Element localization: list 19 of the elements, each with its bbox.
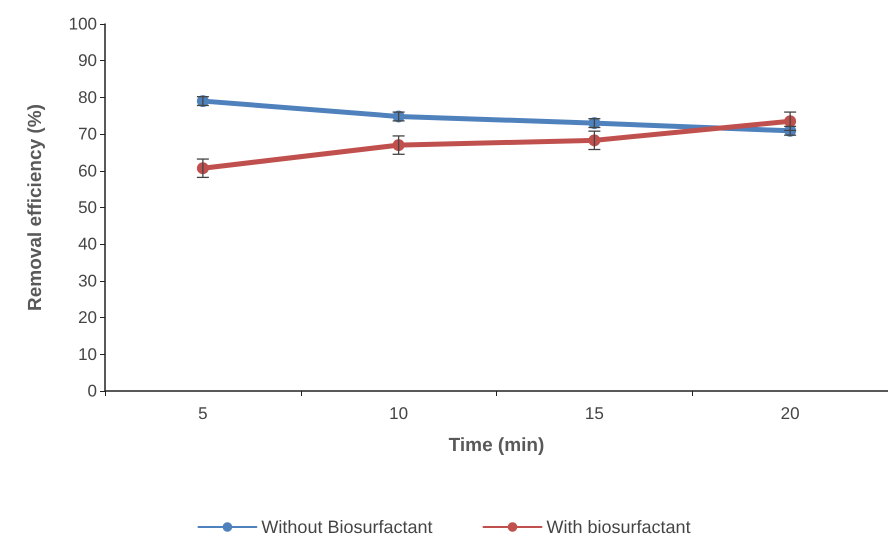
y-tick-label: 80 (78, 88, 97, 107)
y-tick-label: 100 (68, 14, 97, 34)
x-tick-label: 20 (780, 404, 800, 423)
x-tick-label: 5 (198, 404, 208, 423)
y-tick-label: 20 (78, 308, 97, 328)
legend-label: With biosurfactant (546, 517, 691, 537)
y-axis-title: Removal efficiency (%) (25, 104, 46, 311)
y-tick-label: 10 (78, 344, 97, 364)
x-tick-label: 15 (584, 404, 604, 423)
y-tick-label: 90 (78, 51, 97, 70)
x-tick-label: 10 (389, 404, 408, 423)
y-tick-label: 60 (78, 161, 97, 180)
legend-label: Without Biosurfactant (261, 517, 433, 537)
y-tick-label: 0 (88, 382, 97, 400)
y-tick-label: 30 (78, 271, 97, 290)
y-tick-label: 50 (78, 198, 97, 217)
y-tick-label: 70 (78, 124, 97, 144)
x-axis-title: Time (min) (448, 435, 544, 456)
y-tick-label: 40 (78, 234, 97, 254)
